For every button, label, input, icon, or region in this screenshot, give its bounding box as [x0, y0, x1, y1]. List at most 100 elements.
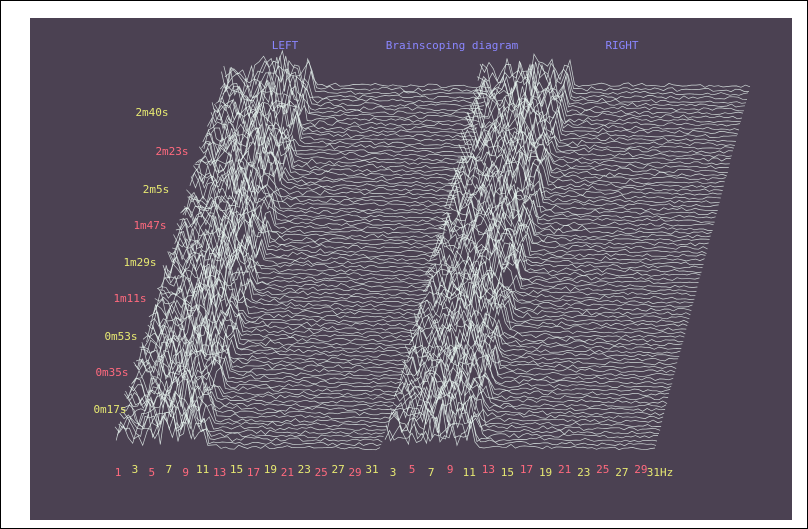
frequency-label: 23 — [577, 466, 590, 479]
trace — [397, 363, 669, 401]
trace — [414, 302, 686, 335]
trace — [395, 371, 667, 408]
trace — [162, 254, 429, 292]
frequency-label: 29 — [634, 463, 647, 476]
frequency-label: 11 — [196, 463, 209, 476]
trace — [119, 397, 385, 435]
trace — [394, 375, 666, 412]
trace — [207, 111, 473, 147]
frequency-label: 21 — [558, 463, 571, 476]
trace — [403, 343, 675, 378]
trace — [114, 413, 381, 451]
trace — [418, 284, 689, 323]
trace — [126, 372, 392, 412]
trace — [133, 351, 399, 389]
trace — [116, 404, 383, 443]
trace — [197, 137, 464, 177]
frequency-label: 3 — [390, 466, 397, 479]
frequency-label: 15 — [230, 463, 243, 476]
trace — [135, 342, 402, 381]
trace — [456, 135, 727, 177]
time-label: 0m53s — [104, 330, 137, 343]
trace — [441, 196, 712, 235]
trace — [389, 391, 661, 431]
trace — [165, 245, 431, 285]
trace — [453, 153, 724, 189]
trace — [393, 378, 665, 416]
frequency-label: 7 — [428, 466, 435, 479]
trace — [426, 261, 697, 292]
frequency-label: 23 — [298, 463, 311, 476]
trace — [221, 65, 487, 100]
trace — [182, 188, 448, 228]
time-label: 1m11s — [113, 292, 146, 305]
trace — [412, 311, 683, 347]
trace — [450, 164, 721, 200]
trace — [419, 279, 690, 320]
trace — [413, 303, 684, 343]
trace — [464, 104, 735, 147]
trace — [424, 268, 695, 300]
trace — [472, 82, 743, 115]
trace — [154, 279, 420, 320]
trace — [140, 326, 406, 366]
time-label: 1m47s — [133, 219, 166, 232]
trace — [128, 370, 395, 404]
trace — [173, 222, 439, 258]
trace — [471, 81, 742, 120]
trace — [223, 55, 489, 93]
trace — [466, 96, 737, 138]
trace — [428, 246, 699, 284]
trace — [167, 241, 433, 277]
trace — [179, 198, 445, 239]
trace — [452, 151, 723, 192]
trace — [475, 61, 747, 104]
trace — [181, 195, 447, 231]
trace — [427, 254, 698, 288]
trace — [146, 311, 412, 347]
trace — [415, 290, 687, 331]
trace — [445, 185, 716, 220]
trace — [208, 103, 474, 142]
trace — [459, 130, 730, 165]
trace — [186, 180, 452, 215]
trace — [462, 111, 733, 154]
trace — [423, 271, 694, 304]
trace — [458, 131, 729, 169]
trace — [435, 224, 706, 258]
trace — [444, 194, 715, 223]
frequency-label: 25 — [315, 466, 328, 479]
trace — [451, 158, 722, 197]
frequency-label: 31Hz — [647, 466, 674, 479]
frequency-label: 13 — [213, 466, 226, 479]
trace — [218, 68, 485, 108]
trace — [161, 260, 427, 296]
screen — [30, 18, 792, 520]
trace — [384, 420, 656, 451]
trace — [425, 265, 696, 297]
trace — [422, 267, 693, 308]
trace — [122, 389, 389, 424]
frequency-label: 5 — [409, 463, 416, 476]
time-label: 0m17s — [93, 403, 126, 416]
frequency-label: 31 — [365, 463, 378, 476]
time-label: 2m5s — [143, 183, 170, 196]
trace — [385, 415, 657, 447]
trace — [172, 224, 438, 262]
time-label: 1m29s — [123, 256, 156, 269]
left-title: LEFT — [272, 39, 299, 52]
trace — [155, 277, 422, 316]
trace — [447, 177, 718, 212]
trace — [440, 203, 711, 239]
trace — [476, 61, 748, 100]
trace — [183, 193, 450, 223]
trace — [188, 169, 454, 208]
frequency-label: 11 — [463, 466, 476, 479]
trace — [416, 295, 688, 327]
trace — [215, 80, 481, 119]
frequency-label: 5 — [149, 466, 156, 479]
trace — [190, 161, 457, 200]
trace — [163, 254, 430, 289]
right-title: RIGHT — [605, 39, 638, 52]
